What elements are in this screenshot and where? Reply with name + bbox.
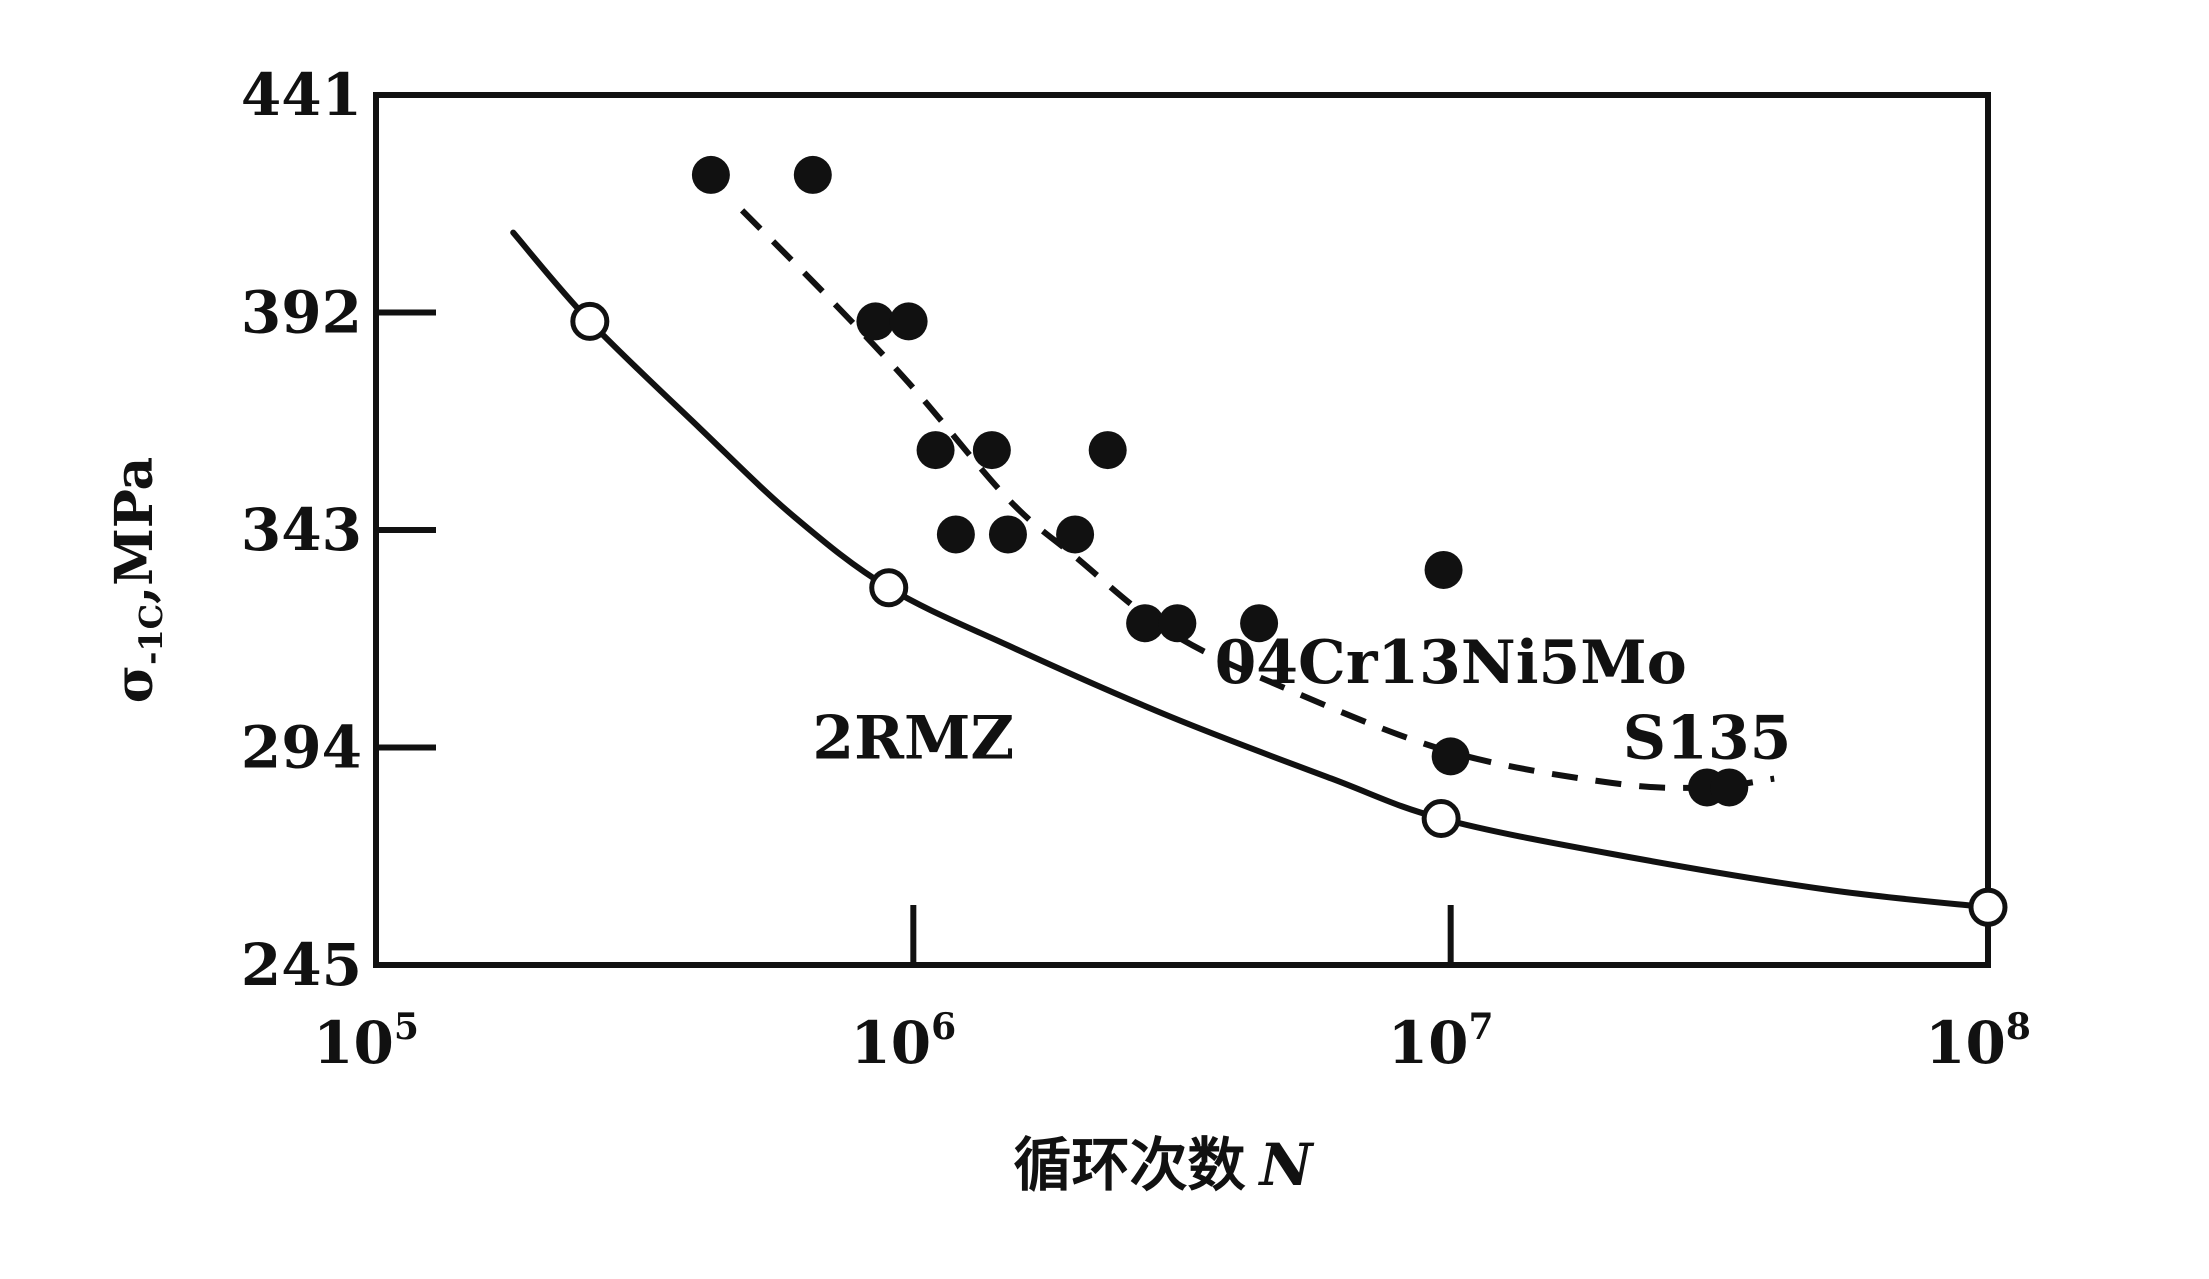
x-axis-title-text: 循环次数 <box>1013 1131 1245 1199</box>
x-tick-label-exponent: 6 <box>931 1006 956 1048</box>
y-axis-title: σ-1C,MPa <box>104 457 170 703</box>
x-tick-label-exponent: 5 <box>394 1006 419 1048</box>
y-tick-label: 441 <box>241 61 362 129</box>
data-point-filled <box>1431 737 1470 776</box>
y-tick-label: 343 <box>241 496 362 564</box>
y-axis-title-subscript: -1C <box>132 604 170 665</box>
x-tick-label: 107 <box>1388 1006 1494 1077</box>
data-point-filled <box>916 431 955 470</box>
data-point-filled <box>1240 604 1279 643</box>
y-tick-label: 392 <box>241 279 362 347</box>
x-tick-label-base: 10 <box>1388 1009 1469 1077</box>
data-point-open <box>1968 887 2008 927</box>
x-tick-label-base: 10 <box>1925 1009 2006 1077</box>
data-point-filled <box>1710 768 1749 807</box>
data-point-filled <box>889 302 928 341</box>
data-point-open <box>869 568 909 608</box>
data-point-filled <box>856 302 895 341</box>
x-tick-label: 105 <box>313 1006 419 1077</box>
y-axis-title-unit: ,MPa <box>104 457 165 604</box>
series-line-1 <box>510 229 1991 911</box>
x-axis-title-variable: N <box>1258 1131 1315 1199</box>
data-point-open <box>1421 799 1461 839</box>
data-point-filled <box>1424 550 1463 589</box>
data-point-filled <box>1126 604 1165 643</box>
data-point-open <box>570 301 610 341</box>
x-tick-label-exponent: 8 <box>2006 1006 2031 1048</box>
x-tick-label-exponent: 7 <box>1468 1006 1493 1048</box>
data-point-filled <box>691 155 730 194</box>
series-line-2 <box>739 208 1775 791</box>
data-point-filled <box>1158 604 1197 643</box>
data-point-filled <box>1088 431 1127 470</box>
data-point-filled <box>1056 515 1095 554</box>
y-tick-label: 245 <box>241 931 362 999</box>
x-tick-label-base: 10 <box>850 1009 931 1077</box>
x-tick-label: 106 <box>850 1006 956 1077</box>
data-point-filled <box>793 155 832 194</box>
y-tick-label: 294 <box>241 714 362 782</box>
x-tick-label: 108 <box>1925 1006 2031 1077</box>
data-point-filled <box>988 515 1027 554</box>
series-annotation: 2RMZ <box>812 704 1014 774</box>
data-point-filled <box>972 431 1011 470</box>
x-tick-label-base: 10 <box>313 1009 394 1077</box>
series-annotation: 04Cr13Ni5Mo <box>1215 628 1687 698</box>
x-axis-title: 循环次数 N <box>1013 1131 1314 1199</box>
data-point-filled <box>936 515 975 554</box>
series-annotation: S135 <box>1623 704 1792 774</box>
y-axis-title-symbol: σ <box>104 665 165 703</box>
